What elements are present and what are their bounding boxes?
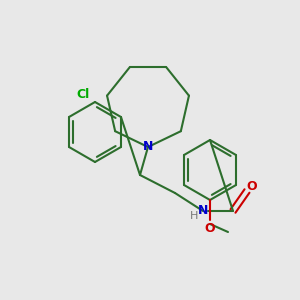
Text: O: O: [247, 181, 257, 194]
Text: H: H: [190, 211, 198, 221]
Text: Cl: Cl: [76, 88, 90, 100]
Text: N: N: [198, 203, 208, 217]
Text: N: N: [143, 140, 153, 152]
Text: O: O: [205, 221, 215, 235]
